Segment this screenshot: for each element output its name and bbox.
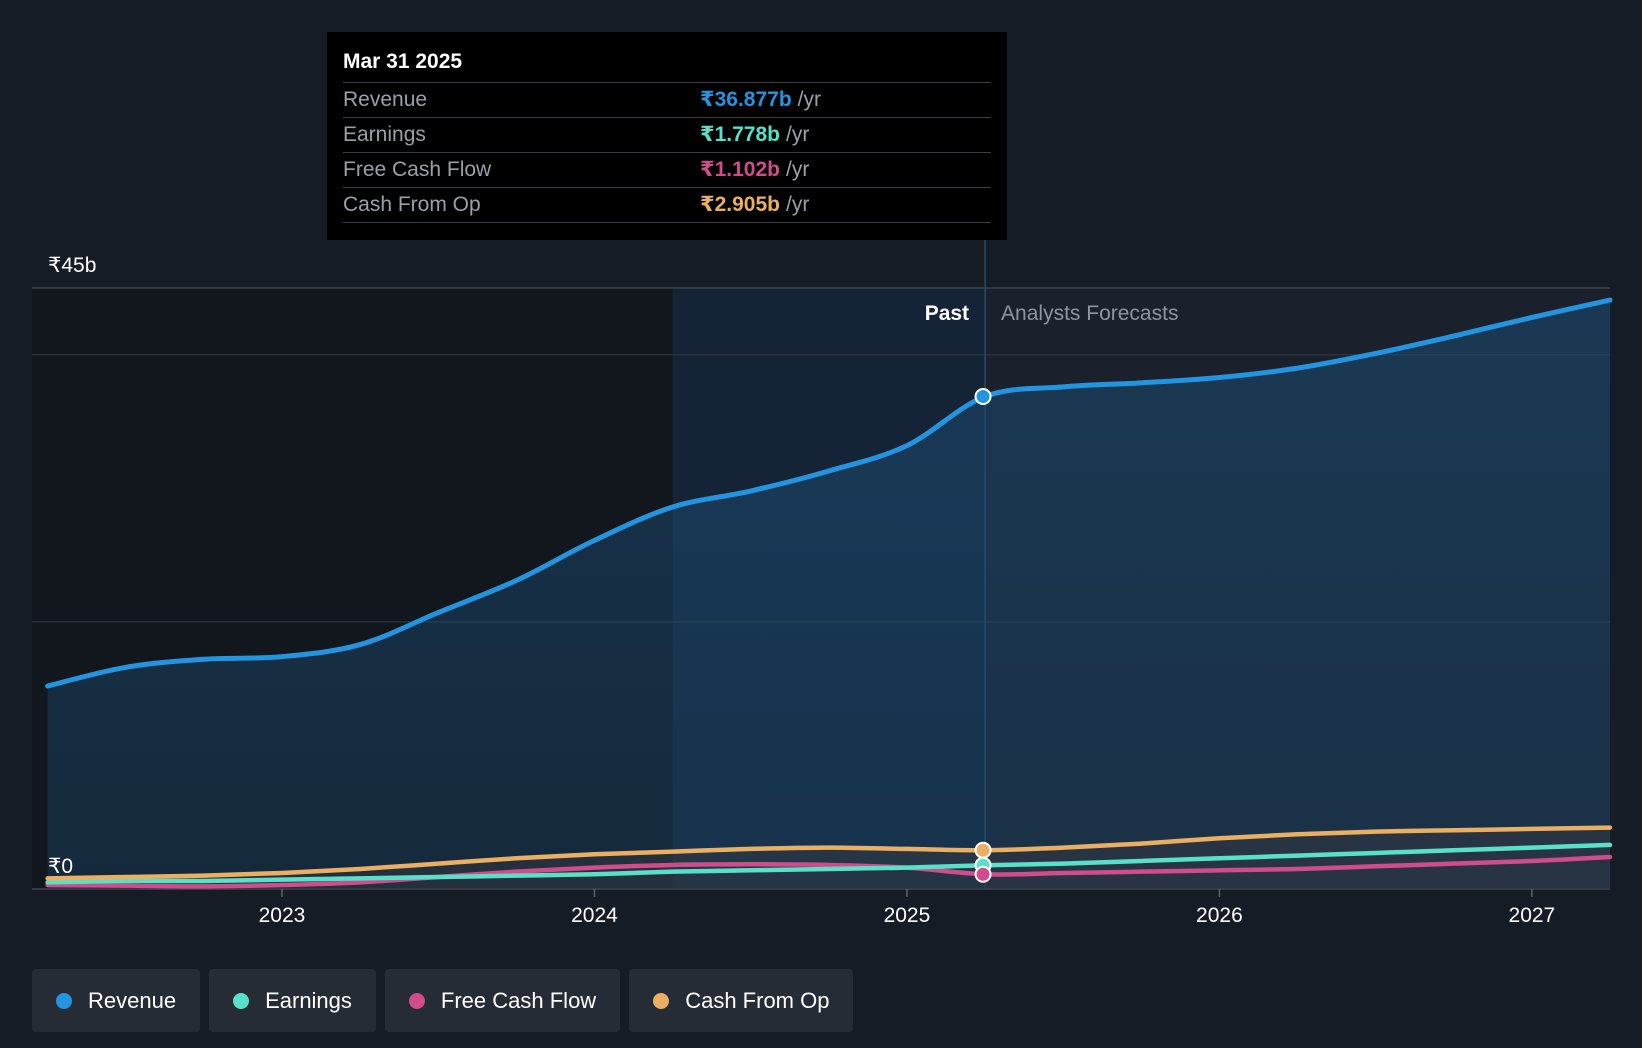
legend-item-earnings[interactable]: Earnings [209,969,376,1032]
series-line-fcf [45,854,1613,889]
legend-label: Cash From Op [685,987,830,1013]
forecast-label: Analysts Forecasts [1001,302,1178,325]
legend-label: Free Cash Flow [440,987,597,1013]
tooltip: Mar 31 2025 Revenue ₹36.877b /yr Earning… [327,32,1007,240]
data-point-fcf [974,865,992,883]
y-axis-label-max: ₹45b [48,254,96,277]
tooltip-label: Revenue [343,88,428,111]
area-layer [47,300,1610,889]
legend-dot-icon [408,992,425,1009]
tooltip-row-cfo: Cash From Op ₹2.905b /yr [343,188,991,223]
tooltip-label: Earnings [343,123,426,146]
tooltip-unit: /yr [786,193,810,216]
tooltip-value: ₹36.877b [700,88,792,111]
tooltip-unit: /yr [786,123,810,146]
x-axis-tick-label: 2023 [259,904,306,927]
x-axis-tick-label: 2024 [571,904,618,927]
legend-label: Earnings [265,987,352,1013]
cash-from-op-area [47,827,1610,889]
label-layer: ₹45b ₹0 2023 2024 2025 2026 2027 Past Analysts F… [48,254,1555,927]
legend: Revenue Earnings Free Cash Flow Cash Fro… [32,969,854,1032]
tooltip-value: ₹1.102b [700,158,780,181]
tooltip-label: Free Cash Flow [343,158,492,181]
tooltip-unit: /yr [797,88,821,111]
legend-label: Revenue [88,987,177,1013]
x-axis-tick-label: 2026 [1196,904,1243,927]
tooltip-row-revenue: Revenue ₹36.877b /yr [343,83,991,118]
x-axis-tick-label: 2025 [884,904,931,927]
legend-item-cfo[interactable]: Cash From Op [629,969,854,1032]
series-line-revenue [45,297,1613,689]
data-point-revenue [974,387,992,405]
tooltip-unit: /yr [786,158,810,181]
tooltip-row-fcf: Free Cash Flow ₹1.102b /yr [343,153,991,188]
tooltip-label: Cash From Op [343,193,481,216]
tooltip-row-earnings: Earnings ₹1.778b /yr [343,118,991,153]
revenue-area [47,300,1610,889]
data-point-cfo [974,841,992,859]
series-line-earnings [45,842,1613,885]
tooltip-value: ₹2.905b [700,193,780,216]
tooltip-value: ₹1.778b [700,123,780,146]
legend-dot-icon [233,992,250,1009]
legend-item-revenue[interactable]: Revenue [32,969,201,1032]
series-layer [45,297,1613,889]
legend-item-fcf[interactable]: Free Cash Flow [384,969,621,1032]
legend-dot-icon [653,992,670,1009]
x-axis-tick-label: 2027 [1509,904,1556,927]
past-label: Past [925,302,969,325]
series-line-cfo [45,825,1613,881]
marker-layer [974,387,992,883]
legend-dot-icon [56,992,72,1009]
y-axis-label-min: ₹0 [48,855,73,878]
tooltip-date: Mar 31 2025 [343,46,991,83]
